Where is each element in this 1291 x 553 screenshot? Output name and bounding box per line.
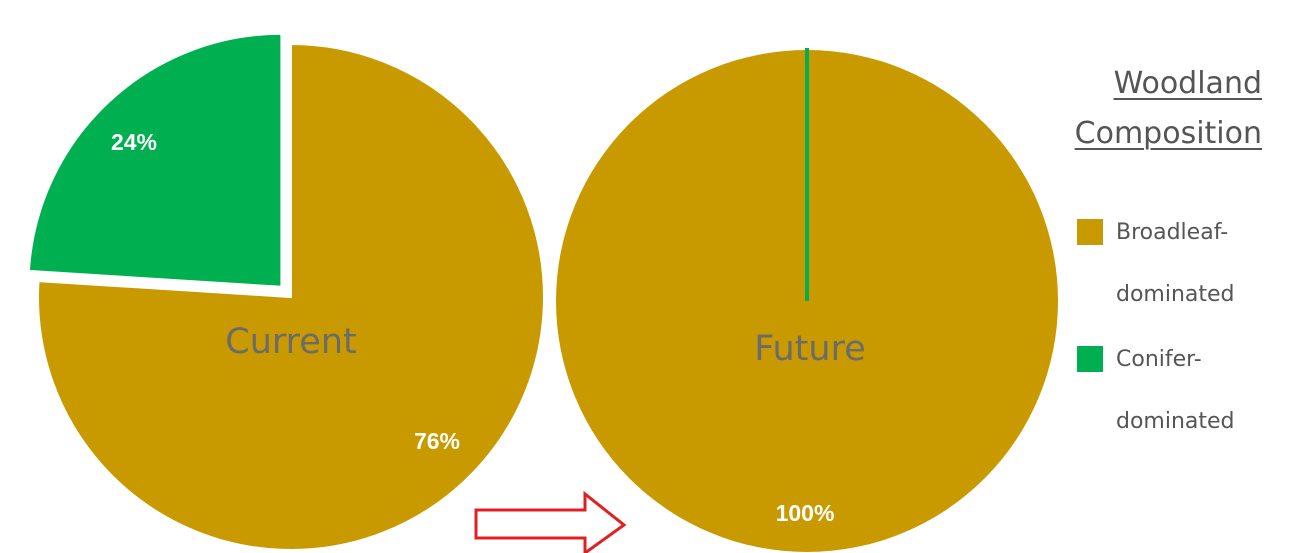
legend-swatch-broadleaf xyxy=(1077,219,1103,245)
pie-center-title: Future xyxy=(754,329,865,369)
legend-title-line1: Woodland xyxy=(1113,66,1262,101)
pie-data-label: 100% xyxy=(776,500,835,526)
legend-label-broadleaf-line2: dominated xyxy=(1116,282,1235,307)
pie-data-label: 76% xyxy=(414,428,460,454)
pie-slice-broadleaf-dominated xyxy=(37,42,545,551)
pie-slice-conifer-dominated xyxy=(27,32,283,288)
legend-swatch-conifer xyxy=(1077,346,1103,372)
pie-center-title: Current xyxy=(225,322,356,362)
legend-label-conifer-line1: Conifer- xyxy=(1116,347,1202,372)
arrow-shape xyxy=(474,490,627,553)
legend-label-broadleaf-line1: Broadleaf- xyxy=(1116,220,1229,245)
pie-data-label: 24% xyxy=(111,129,157,155)
transition-arrow xyxy=(474,490,627,553)
pie-current: 76% 24% Current xyxy=(27,32,545,551)
legend-label-conifer-line2: dominated xyxy=(1116,409,1235,434)
legend-title-line2: Composition xyxy=(1074,116,1262,151)
pie-future: 100% Future xyxy=(556,48,1058,552)
